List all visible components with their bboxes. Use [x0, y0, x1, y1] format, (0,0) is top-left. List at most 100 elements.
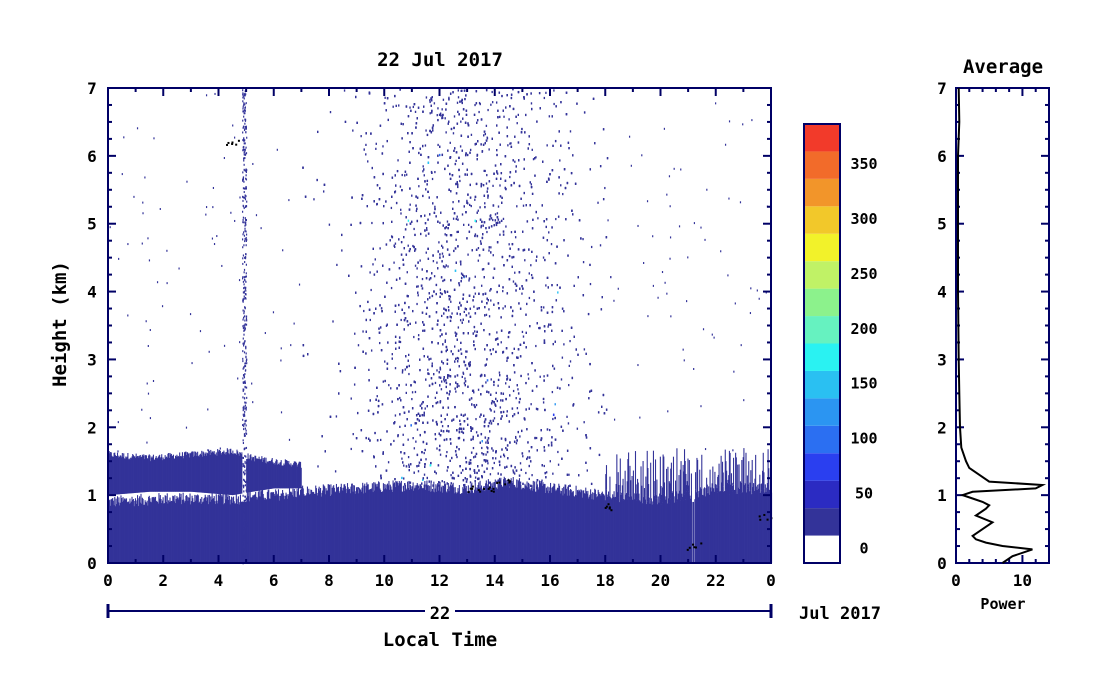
- heatmap-cell: [546, 276, 549, 279]
- heatmap-cell: [489, 407, 491, 411]
- heatmap-cell: [539, 375, 541, 378]
- heatmap-cell: [451, 174, 454, 177]
- heatmap-cell: [358, 493, 360, 563]
- heatmap-cell: [479, 374, 482, 378]
- heatmap-cell: [484, 141, 486, 145]
- heatmap-cell: [312, 491, 314, 563]
- heatmap-cell: [605, 465, 608, 490]
- heatmap-cell: [276, 148, 278, 151]
- heatmap-cell: [266, 499, 268, 563]
- heatmap-cell: [434, 488, 436, 563]
- heatmap-cell: [632, 470, 634, 500]
- heatmap-cell: [534, 491, 536, 563]
- heatmap-cell: [357, 344, 360, 347]
- heatmap-cell: [462, 414, 465, 417]
- heatmap-cell: [349, 488, 351, 563]
- heatmap-cell: [535, 210, 537, 214]
- heatmap-cell: [726, 470, 728, 485]
- heatmap-cell: [374, 258, 376, 261]
- heatmap-cell: [563, 168, 566, 171]
- heatmap-cell: [304, 495, 306, 563]
- heatmap-cell: [569, 130, 572, 133]
- heatmap-cell: [241, 452, 243, 494]
- heatmap-cell: [343, 484, 345, 563]
- heatmap-cell: [572, 213, 574, 216]
- heatmap-cell: [536, 322, 538, 325]
- heatmap-cell: [189, 452, 191, 492]
- heatmap-cell: [580, 489, 582, 563]
- heatmap-cell: [123, 498, 125, 563]
- heatmap-cell: [528, 456, 531, 459]
- heatmap-cell: [545, 225, 547, 229]
- heatmap-cell: [545, 471, 548, 474]
- heatmap-cell: [526, 93, 528, 96]
- heatmap-cell: [114, 497, 116, 563]
- heatmap-cell: [198, 456, 200, 493]
- heatmap-cell: [352, 129, 354, 132]
- heatmap-cell: [627, 498, 629, 563]
- heatmap-cell: [427, 190, 429, 193]
- heatmap-cell: [534, 436, 536, 440]
- heatmap-cell: [733, 457, 735, 485]
- heatmap-cell: [455, 238, 457, 241]
- heatmap-cell: [380, 307, 383, 310]
- heatmap-cell: [499, 406, 502, 409]
- heatmap-cell: [458, 436, 461, 440]
- heatmap-cell: [491, 485, 494, 563]
- heatmap-cell: [570, 489, 572, 563]
- heatmap-cell: [423, 451, 425, 455]
- heatmap-cell: [582, 294, 585, 297]
- heatmap-cell: [392, 105, 394, 108]
- heatmap-cell: [483, 134, 485, 137]
- heatmap-cell: [484, 292, 487, 295]
- heatmap-cell: [743, 484, 745, 563]
- heatmap-cell: [408, 208, 411, 211]
- heatmap-cell: [195, 500, 197, 563]
- heatmap-cell: [664, 281, 666, 284]
- heatmap-cell: [221, 496, 224, 563]
- heatmap-cell: [398, 267, 401, 270]
- heatmap-cell: [724, 491, 726, 563]
- heatmap-cell: [521, 330, 524, 334]
- heatmap-cell: [617, 472, 619, 498]
- heatmap-cell: [400, 451, 402, 454]
- heatmap-cell: [721, 490, 724, 563]
- heatmap-cell: [335, 415, 338, 418]
- heatmap-cell: [244, 501, 246, 563]
- heatmap-cell: [242, 501, 244, 563]
- heatmap-cell: [754, 478, 756, 493]
- heatmap-cell: [520, 131, 523, 134]
- heatmap-cell: [180, 493, 182, 563]
- heatmap-cell: [264, 499, 266, 563]
- heatmap-cell: [181, 455, 183, 492]
- heatmap-cell: [317, 495, 319, 563]
- heatmap-cell: [484, 348, 486, 351]
- heatmap-cell: [513, 440, 516, 443]
- heatmap-cell: [453, 477, 455, 480]
- heatmap-cell: [498, 371, 501, 374]
- heatmap-cell: [382, 491, 384, 563]
- heatmap-cell: [668, 481, 670, 504]
- heatmap-cell: [512, 471, 515, 474]
- heatmap-cell: [257, 458, 259, 491]
- heatmap-cell: [255, 458, 257, 492]
- heatmap-cell: [731, 485, 733, 563]
- heatmap-cell: [522, 455, 524, 458]
- heatmap-cell: [395, 481, 398, 563]
- heatmap-cell: [418, 461, 421, 464]
- heatmap-cell: [430, 104, 432, 107]
- heatmap-cell: [123, 453, 125, 494]
- heatmap-cell: [518, 271, 521, 274]
- heatmap-cell: [710, 491, 713, 563]
- heatmap-cell: [414, 485, 416, 563]
- heatmap-cell: [460, 100, 463, 103]
- heatmap-cell: [455, 151, 458, 154]
- heatmap-cell: [437, 220, 439, 223]
- heatmap-cell: [147, 505, 149, 563]
- heatmap-cell: [385, 484, 387, 563]
- heatmap-cell: [480, 284, 483, 287]
- heatmap-cell: [488, 308, 490, 311]
- heatmap-cell: [368, 92, 371, 95]
- heatmap-cell: [321, 492, 323, 563]
- heatmap-cell: [293, 461, 295, 489]
